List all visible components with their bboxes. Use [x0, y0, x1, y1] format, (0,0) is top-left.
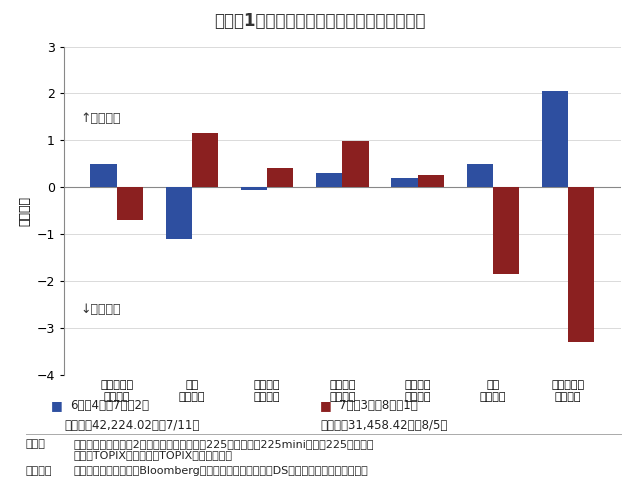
Bar — [467, 164, 493, 187]
Bar — [267, 169, 294, 187]
Bar — [418, 174, 444, 187]
Y-axis label: （兆円）: （兆円） — [18, 196, 31, 226]
Text: ↑買い越し: ↑買い越し — [81, 112, 121, 125]
Text: ↓売り越し: ↓売り越し — [81, 303, 121, 316]
Text: ■: ■ — [51, 399, 63, 413]
Bar — [316, 173, 342, 187]
Bar — [493, 187, 519, 274]
Text: 現物は東京・名古屋2市場合計。先物は日経225先物、日経225mini、日経225マイクロ
先物、TOPIX先物、ミニTOPIX先物の合計。: 現物は東京・名古屋2市場合計。先物は日経225先物、日経225mini、日経22… — [74, 439, 374, 460]
Text: 日本取引所グループ、Bloombergのデータを基に三井住友DSアセットマネジメント作成: 日本取引所グループ、Bloombergのデータを基に三井住友DSアセットマネジメ… — [74, 466, 369, 476]
Bar — [192, 133, 218, 187]
Text: （注）: （注） — [26, 439, 45, 448]
Text: 6月第4週～7月第2週: 6月第4週～7月第2週 — [70, 399, 149, 413]
Text: （出所）: （出所） — [26, 466, 52, 476]
Text: 日経平均31,458.42円（8/5）: 日経平均31,458.42円（8/5） — [320, 419, 447, 432]
Bar — [391, 178, 418, 187]
Bar — [241, 187, 267, 190]
Bar — [116, 187, 143, 220]
Text: ■: ■ — [320, 399, 332, 413]
Bar — [542, 91, 568, 187]
Text: 日経平均42,224.02円（7/11）: 日経平均42,224.02円（7/11） — [64, 419, 200, 432]
Bar — [342, 141, 369, 187]
Bar — [90, 164, 116, 187]
Bar — [166, 187, 192, 239]
Text: 7月第3週～8月第1週: 7月第3週～8月第1週 — [339, 399, 418, 413]
Text: 【図表1：主な投資主体別の日本株売買動向】: 【図表1：主な投資主体別の日本株売買動向】 — [214, 12, 426, 30]
Bar — [568, 187, 595, 342]
